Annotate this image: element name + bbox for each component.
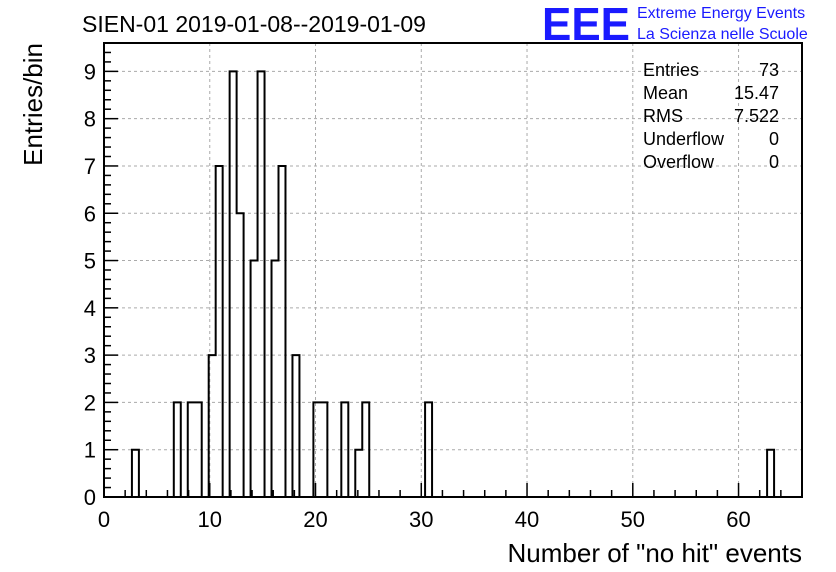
y-tick-label-7: 7	[84, 154, 96, 179]
y-tick-label-0: 0	[84, 485, 96, 510]
stat-value-0: 73	[759, 60, 779, 80]
histogram-outline	[130, 70, 776, 497]
stat-label-4: Overflow	[643, 152, 715, 172]
y-axis-label: Entries/bin	[18, 43, 48, 166]
logo-line-1: Extreme Energy Events	[637, 5, 805, 22]
x-tick-label-50: 50	[621, 507, 645, 532]
stat-label-1: Mean	[643, 83, 688, 103]
chart-title: SIEN-01 2019-01-08--2019-01-09	[82, 11, 426, 37]
stat-value-4: 0	[769, 152, 779, 172]
y-tick-label-2: 2	[84, 390, 96, 415]
logo-mark: EEE	[542, 0, 630, 50]
y-tick-label-9: 9	[84, 59, 96, 84]
stats-box: Entries 73 Mean 15.47 RMS 7.522 Underflow 0 Over…	[643, 60, 779, 172]
y-axis: 0 1 2 3 4 5 6 7 8 9	[84, 42, 118, 510]
y-tick-label-5: 5	[84, 249, 96, 274]
x-axis: 0 10 20 30 40 50 60	[98, 483, 803, 532]
stat-value-2: 7.522	[734, 106, 779, 126]
y-tick-label-8: 8	[84, 107, 96, 132]
x-tick-label-20: 20	[303, 507, 327, 532]
y-tick-label-1: 1	[84, 438, 96, 463]
y-tick-label-6: 6	[84, 201, 96, 226]
y-tick-label-3: 3	[84, 343, 96, 368]
x-axis-label: Number of "no hit" events	[508, 538, 803, 568]
stat-value-1: 15.47	[734, 83, 779, 103]
stat-value-3: 0	[769, 129, 779, 149]
x-tick-label-60: 60	[726, 507, 750, 532]
x-tick-label-40: 40	[515, 507, 539, 532]
logo-line-2: La Scienza nelle Scuole	[637, 26, 808, 43]
y-tick-label-4: 4	[84, 296, 96, 321]
stat-label-0: Entries	[643, 60, 699, 80]
x-tick-label-0: 0	[98, 507, 110, 532]
stat-label-2: RMS	[643, 106, 683, 126]
stat-label-3: Underflow	[643, 129, 725, 149]
x-tick-label-10: 10	[198, 507, 222, 532]
x-tick-label-30: 30	[409, 507, 433, 532]
